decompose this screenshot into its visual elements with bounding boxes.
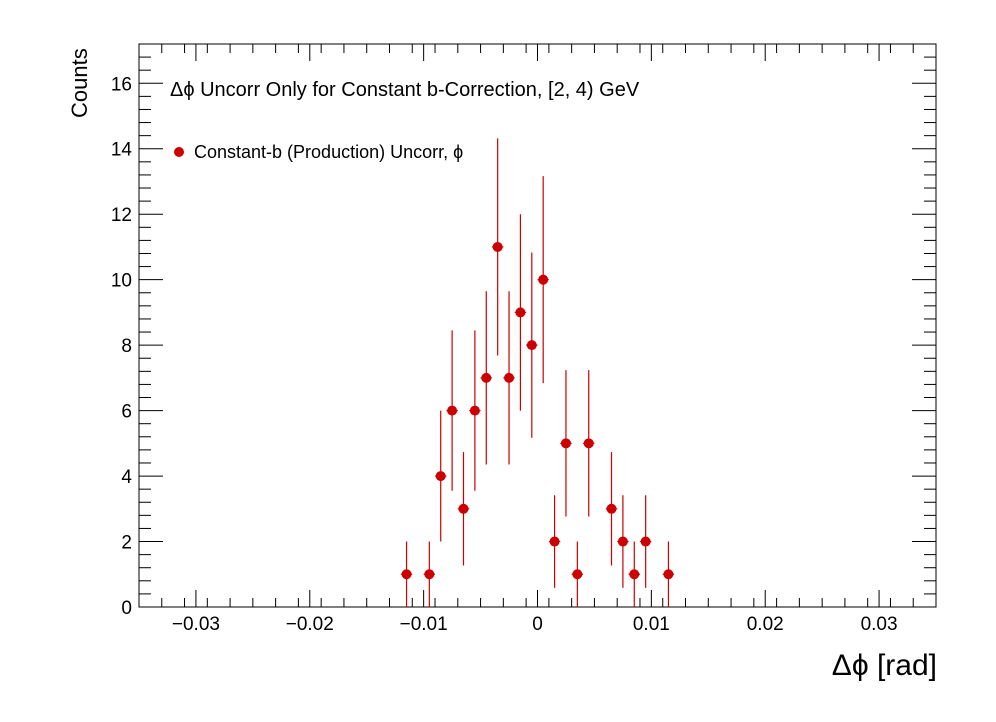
data-point — [560, 438, 571, 449]
x-tick-label: 0 — [532, 614, 543, 635]
data-point — [583, 438, 594, 449]
x-axis-label: Δϕ [rad] — [832, 649, 937, 682]
data-point — [606, 503, 617, 514]
data-point — [629, 569, 640, 580]
data-point — [424, 569, 435, 580]
y-tick-label: 10 — [111, 271, 132, 292]
data-point — [458, 503, 469, 514]
plot-frame — [138, 43, 937, 608]
x-tick-label: −0.03 — [172, 614, 220, 635]
data-point — [526, 340, 537, 351]
x-tick-label: 0.01 — [633, 614, 670, 635]
x-tick-label: 0.03 — [861, 614, 898, 635]
chart-title: Δϕ Uncorr Only for Constant b-Correction… — [170, 79, 640, 101]
y-tick-label: 12 — [111, 205, 132, 226]
x-tick-label: 0.02 — [747, 614, 784, 635]
y-axis-label: Counts — [67, 48, 92, 118]
y-tick-label: 4 — [121, 467, 132, 488]
data-point — [640, 536, 651, 547]
y-tick-label: 8 — [121, 336, 132, 357]
y-tick-label: 14 — [111, 140, 133, 161]
data-point — [538, 274, 549, 285]
data-point — [617, 536, 628, 547]
data-point — [447, 405, 458, 416]
data-point — [435, 471, 446, 482]
y-tick-label: 6 — [121, 402, 132, 423]
data-point — [515, 307, 526, 318]
x-tick-label: −0.02 — [286, 614, 334, 635]
data-point — [492, 241, 503, 252]
legend: Constant-b (Production) Uncorr, ϕ — [174, 142, 463, 162]
data-point — [401, 569, 412, 580]
data-point — [663, 569, 674, 580]
y-tick-label: 16 — [111, 74, 132, 95]
data-point — [469, 405, 480, 416]
data-point — [549, 536, 560, 547]
data-point — [572, 569, 583, 580]
y-tick-label: 2 — [121, 533, 132, 554]
x-tick-label: −0.01 — [400, 614, 448, 635]
legend-label: Constant-b (Production) Uncorr, ϕ — [194, 142, 463, 162]
legend-marker — [174, 147, 184, 157]
data-point — [504, 372, 515, 383]
data-point — [481, 372, 492, 383]
y-tick-label: 0 — [121, 598, 132, 619]
